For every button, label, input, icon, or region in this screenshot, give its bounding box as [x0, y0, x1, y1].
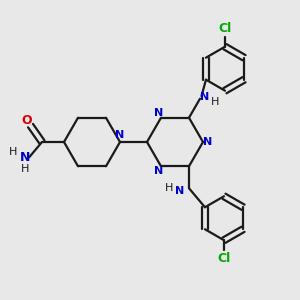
- Text: Cl: Cl: [218, 22, 232, 35]
- Text: Cl: Cl: [218, 252, 231, 265]
- Text: N: N: [154, 166, 163, 176]
- Text: O: O: [22, 114, 32, 127]
- Text: H: H: [211, 97, 219, 107]
- Text: N: N: [20, 151, 30, 164]
- Text: H: H: [9, 147, 17, 157]
- Text: N: N: [176, 186, 184, 196]
- Text: N: N: [116, 130, 124, 140]
- Text: H: H: [21, 164, 29, 174]
- Text: N: N: [154, 108, 163, 118]
- Text: H: H: [165, 183, 173, 193]
- Text: N: N: [203, 137, 213, 147]
- Text: N: N: [200, 92, 210, 102]
